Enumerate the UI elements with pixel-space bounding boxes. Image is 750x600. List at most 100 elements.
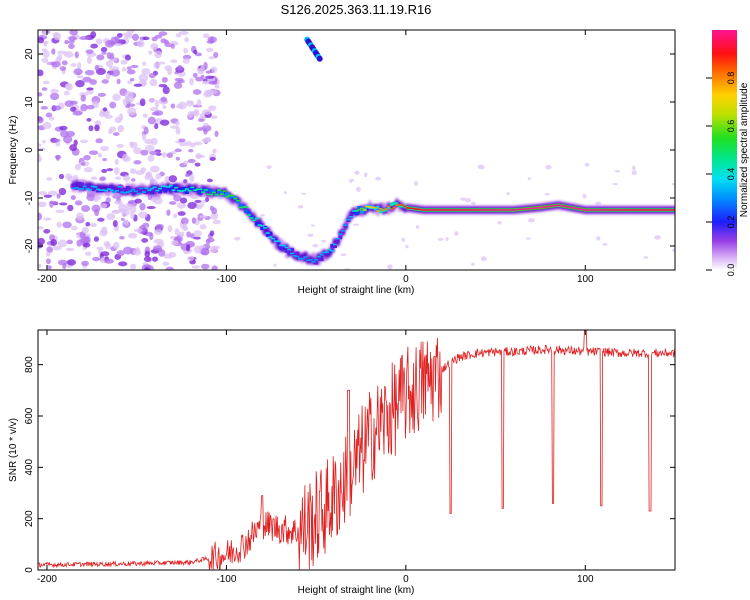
noise-speck [117, 124, 125, 133]
noise-speck [460, 197, 467, 201]
noise-speck [189, 77, 194, 86]
noise-speck [260, 213, 265, 217]
ridge-cell [133, 187, 138, 192]
ridge-cell [398, 204, 402, 208]
ridge-cell [322, 251, 327, 254]
noise-speck [94, 124, 100, 132]
ridge-cell [319, 253, 324, 256]
ridge-cell [314, 261, 319, 265]
ridge-cell [211, 191, 216, 194]
noise-speck [79, 139, 89, 144]
x-tick-label: 100 [577, 574, 594, 585]
ridge-cell [163, 185, 168, 188]
ridge-cell [527, 207, 531, 210]
noise-speck [40, 105, 48, 110]
ridge-cell [505, 209, 509, 211]
noise-speck [198, 118, 205, 122]
noise-speck [130, 211, 135, 220]
noise-speck [210, 115, 218, 120]
ridge-cell [441, 209, 445, 211]
ridge-cell [468, 209, 472, 211]
noise-speck [50, 238, 58, 247]
ridge-cell [96, 183, 101, 190]
noise-speck [46, 177, 53, 181]
noise-speck [136, 39, 145, 48]
noise-speck [214, 84, 220, 89]
noise-speck [191, 217, 196, 224]
ridge-cell [265, 226, 270, 233]
noise-speck [177, 211, 186, 216]
ridge-cell [319, 254, 324, 261]
noise-speck [200, 247, 210, 256]
ridge-cell [484, 209, 488, 211]
noise-speck [59, 66, 67, 71]
ridge-cell [661, 209, 665, 211]
ridge-cell [575, 207, 579, 210]
noise-speck [101, 226, 108, 235]
noise-speck [195, 76, 204, 82]
noise-speck [596, 236, 601, 241]
noise-speck [76, 75, 84, 79]
ridge-cell [128, 190, 133, 193]
noise-speck [133, 147, 142, 155]
noise-speck [144, 139, 154, 145]
y-tick-label: 200 [24, 510, 35, 527]
ridge-cell [422, 209, 426, 211]
noise-speck [182, 160, 189, 165]
ridge-cell [379, 204, 383, 211]
noise-speck [544, 192, 550, 196]
noise-speck [73, 139, 78, 147]
noise-speck [81, 260, 89, 267]
noise-speck [180, 217, 189, 225]
noise-speck [94, 64, 100, 72]
noise-speck [79, 92, 88, 97]
noise-speck [158, 61, 166, 65]
noise-speck [90, 31, 97, 39]
ridge-cell [387, 202, 391, 209]
y-tick-label: -20 [24, 238, 35, 253]
ridge-cell [106, 187, 111, 197]
noise-speck [69, 30, 78, 36]
noise-speck [93, 197, 99, 202]
ridge-cell [174, 183, 179, 190]
ridge-cell [289, 248, 294, 255]
noise-speck [209, 205, 215, 211]
noise-speck [213, 51, 219, 59]
noise-speck [69, 144, 78, 152]
noise-speck [80, 162, 86, 166]
noise-speck [141, 133, 147, 141]
ridge-cell [640, 209, 644, 211]
noise-speck [206, 40, 214, 44]
noise-speck [86, 117, 92, 122]
noise-speck [183, 179, 188, 184]
noise-speck [193, 141, 203, 146]
noise-speck [144, 250, 150, 258]
noise-speck [133, 228, 143, 233]
ridge-cell [642, 209, 646, 211]
noise-speck [96, 54, 105, 61]
colorbar-tick-label: 0.8 [726, 72, 736, 85]
colorbar-tick-label: 0.0 [726, 264, 736, 277]
ridge-cell [214, 188, 219, 195]
noise-speck [143, 126, 149, 135]
ridge-cell [184, 188, 189, 190]
ridge-cell [610, 209, 614, 211]
ridge-cell [104, 184, 109, 191]
ridge-cell [438, 209, 442, 211]
snr-x-ticks: -200 -100 0 100 [37, 330, 594, 585]
ridge-cell [147, 187, 152, 192]
ridge-cell [351, 210, 356, 212]
ridge-cell [262, 228, 267, 235]
noise-speck [153, 196, 163, 205]
noise-speck [100, 46, 108, 53]
ridge-cell [556, 204, 560, 206]
ridge-cell [451, 209, 455, 211]
ridge-cell [206, 188, 211, 192]
noise-speck [63, 135, 73, 144]
noise-speck [85, 49, 94, 54]
noise-speck [178, 30, 189, 36]
ridge-cell [392, 206, 396, 209]
noise-speck [62, 221, 72, 229]
noise-speck [310, 224, 316, 227]
noise-speck [193, 230, 202, 238]
